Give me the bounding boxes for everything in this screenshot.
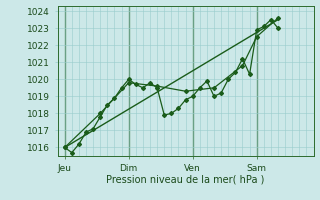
X-axis label: Pression niveau de la mer( hPa ): Pression niveau de la mer( hPa ) — [107, 174, 265, 184]
